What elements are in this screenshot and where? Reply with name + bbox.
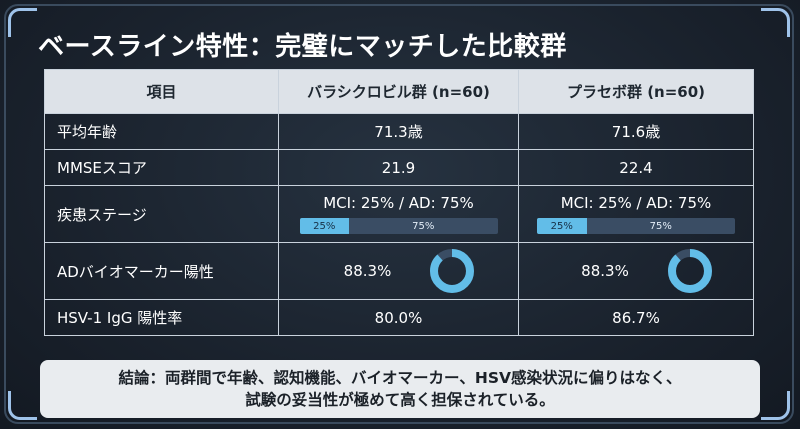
row-label: ADバイオマーカー陽性 (44, 242, 279, 300)
cell-placebo: 88.3% (518, 242, 754, 300)
donut-chart (430, 249, 475, 293)
cell-valacyclovir: 80.0% (278, 299, 519, 336)
mci-segment: 25% (299, 218, 349, 234)
ad-percent: 88.3% (343, 262, 392, 280)
conclusion-line: 試験の妥当性が極めて高く担保されている。 (245, 391, 555, 409)
stage-text: MCI: 25% / AD: 75% (323, 194, 474, 212)
mci-segment: 25% (537, 218, 587, 234)
header-valacyclovir: バラシクロビル群 (n=60) (278, 69, 519, 114)
cell-placebo: MCI: 25% / AD: 75% 25% 75% (518, 185, 754, 243)
ad-segment: 75% (649, 220, 672, 232)
stage-text: MCI: 25% / AD: 75% (560, 194, 712, 212)
frame-corner (761, 391, 790, 420)
conclusion-line: 結論：両群間で年齢、認知機能、バイオマーカー、HSV感染状況に偏りはなく、 (118, 369, 682, 387)
cell-valacyclovir: 21.9 (278, 149, 519, 186)
donut-fill (667, 249, 712, 293)
cell-valacyclovir: 88.3% (278, 242, 519, 300)
frame-corner (761, 8, 790, 37)
row-label: 疾患ステージ (44, 185, 279, 243)
table-row-mmse: MMSEスコア 21.9 22.4 (44, 149, 754, 186)
table-header-row: 項目 バラシクロビル群 (n=60) プラセボ群 (n=60) (44, 69, 754, 114)
cell-placebo: 22.4 (518, 149, 754, 186)
ad-segment: 75% (412, 220, 435, 232)
table-row-stage: 疾患ステージ MCI: 25% / AD: 75% 25% 75% MCI: 2… (44, 185, 754, 243)
header-placebo: プラセボ群 (n=60) (518, 69, 754, 114)
slide-title: ベースライン特性：完璧にマッチした比較群 (38, 32, 567, 62)
table-row-ad-biomarker: ADバイオマーカー陽性 88.3% 88.3% (44, 242, 754, 300)
header-item: 項目 (44, 69, 279, 114)
table-row-age: 平均年齢 71.3歳 71.6歳 (44, 113, 754, 150)
row-label: HSV-1 IgG 陽性率 (44, 299, 279, 336)
frame-corner (8, 391, 37, 420)
donut-fill (430, 249, 475, 293)
table-row-hsv: HSV-1 IgG 陽性率 80.0% 86.7% (44, 299, 754, 336)
baseline-table: 項目 バラシクロビル群 (n=60) プラセボ群 (n=60) 平均年齢 71.… (44, 69, 754, 336)
donut-chart (667, 249, 712, 293)
ad-percent: 88.3% (581, 262, 629, 280)
slide-frame (4, 4, 794, 424)
frame-corner (8, 8, 37, 37)
row-label: 平均年齢 (44, 113, 279, 150)
row-label: MMSEスコア (44, 149, 279, 186)
cell-placebo: 71.6歳 (518, 113, 754, 150)
stage-bar: 25% 75% (299, 218, 498, 234)
cell-valacyclovir: 71.3歳 (278, 113, 519, 150)
cell-placebo: 86.7% (518, 299, 754, 336)
conclusion-box: 結論：両群間で年齢、認知機能、バイオマーカー、HSV感染状況に偏りはなく、 試験… (40, 360, 760, 418)
cell-valacyclovir: MCI: 25% / AD: 75% 25% 75% (278, 185, 519, 243)
stage-bar: 25% 75% (537, 218, 735, 234)
